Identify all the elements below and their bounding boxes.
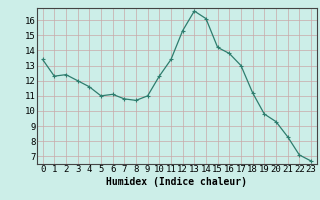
X-axis label: Humidex (Indice chaleur): Humidex (Indice chaleur) xyxy=(106,177,247,187)
